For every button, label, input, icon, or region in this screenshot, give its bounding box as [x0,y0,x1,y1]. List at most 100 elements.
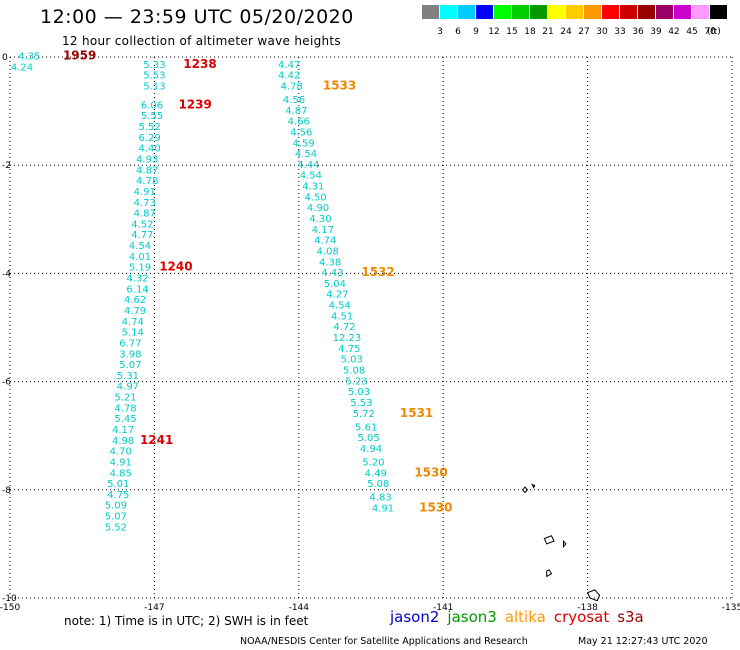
page-title: 12:00 — 23:59 UTC 05/20/2020 [40,6,354,28]
wave-height-value: 4.98 [112,436,134,447]
wave-height-value: 4.78 [136,176,158,187]
wave-height-value: 4.08 [317,246,339,257]
legend-label: 18 [524,27,536,37]
legend-swatch [440,5,457,19]
wave-height-value: 4.87 [136,165,158,176]
wave-height-value: 5.01 [107,479,129,490]
wave-height-value: 6.77 [119,338,141,349]
pass-time-label: 1530 [414,465,447,479]
wave-height-value: 4.77 [131,230,153,241]
legend-swatch [548,5,565,19]
island-outline [563,539,567,548]
wave-height-value: 4.87 [134,209,156,220]
wave-height-value: 5.08 [343,365,365,376]
pass-time-label: 1531 [400,406,433,420]
wave-height-value: 4.91 [134,187,156,198]
legend-label: 70 [704,27,716,37]
generated-timestamp: May 21 12:27:43 UTC 2020 [578,636,708,647]
wave-height-value: 4.73 [134,198,156,209]
legend-label: 6 [455,27,461,37]
wave-height-value: 5.53 [350,398,372,409]
wave-height-value: 4.35 [18,52,40,63]
legend-swatch [530,5,547,19]
legend-swatch [584,5,601,19]
island-outline [521,486,529,494]
wave-height-value: 4.47 [278,60,300,71]
wave-height-value: 4.27 [326,290,348,301]
wave-height-value: 5.72 [353,409,375,420]
y-tick-label: 0 [2,53,8,63]
wave-height-value: 4.85 [110,468,132,479]
wave-height-value: 5.19 [129,263,151,274]
wave-height-value: 4.54 [295,149,317,160]
legend-swatch [710,5,727,19]
legend-label: (ft) [707,27,721,37]
wave-height-value: 5.07 [105,512,127,523]
legend-label: 39 [650,27,662,37]
legend-swatch [602,5,619,19]
wave-height-value: 4.62 [124,295,146,306]
wave-height-value: 5.04 [324,279,346,290]
wave-height-value: 6.29 [138,133,160,144]
pass-time-label: 1530 [419,500,452,514]
wave-height-value: 5.09 [105,501,127,512]
legend-label: 36 [632,27,644,37]
wave-height-value: 4.93 [136,154,158,165]
legend-swatch [512,5,529,19]
legend-label: 15 [506,27,518,37]
wave-height-value: 4.74 [314,236,336,247]
wave-height-value: 4.49 [365,468,387,479]
wave-height-value: 5.31 [117,371,139,382]
wave-height-value: 3.98 [119,349,141,360]
legend-swatch [620,5,637,19]
wave-height-value: 4.87 [285,106,307,117]
wave-height-value: 5.14 [122,328,144,339]
wave-height-value: 5.23 [345,376,367,387]
wave-height-value: 4.66 [288,117,310,128]
wave-height-value: 4.74 [122,317,144,328]
wave-height-value: 4.50 [305,192,327,203]
wave-height-value: 5.52 [105,522,127,533]
page-subtitle: 12 hour collection of altimeter wave hei… [62,34,341,48]
pass-time-label: 1239 [178,97,211,111]
wave-height-value: 6.14 [126,284,148,295]
wave-height-value: 4.79 [124,306,146,317]
legend-label: 12 [488,27,500,37]
wave-height-value: 5.45 [114,414,136,425]
x-tick-label: -150 [0,603,20,613]
wave-height-value: 5.61 [355,422,377,433]
wave-height-value: 4.78 [114,403,136,414]
island-outline [546,569,553,578]
wave-height-value: 5.13 [143,81,165,92]
wave-height-value: 4.30 [309,214,331,225]
wave-height-value: 4.56 [283,95,305,106]
legend-label: 33 [614,27,626,37]
pass-time-label: 1533 [323,78,356,92]
credit-line: NOAA/NESDIS Center for Satellite Applica… [240,636,528,647]
legend-label: 3 [437,27,443,37]
pass-time-label: 1238 [183,57,216,71]
x-tick-label: -141 [433,603,453,613]
wave-height-value: 4.75 [338,344,360,355]
legend-swatch [422,5,439,19]
wave-height-value: 4.24 [11,63,33,74]
wave-height-value: 4.52 [131,219,153,230]
y-tick-label: -4 [2,269,11,279]
legend-label: 9 [473,27,479,37]
wave-height-value: 5.53 [143,71,165,82]
wave-height-value: 5.07 [119,360,141,371]
wave-height-value: 4.56 [290,127,312,138]
x-tick-label: -138 [577,603,598,613]
legend-swatch [458,5,475,19]
wave-height-value: 4.38 [319,257,341,268]
wave-height-value: 12.23 [333,333,362,344]
satellite-label: jason3 [447,608,497,626]
wave-height-value: 4.43 [321,268,343,279]
wave-height-value: 4.83 [369,493,391,504]
wave-height-value: 5.52 [138,122,160,133]
wave-height-value: 4.31 [302,182,324,193]
units-note: note: 1) Time is in UTC; 2) SWH is in fe… [64,614,309,628]
pass-time-label: 1959 [63,49,96,63]
wave-height-value: 4.91 [372,503,394,514]
